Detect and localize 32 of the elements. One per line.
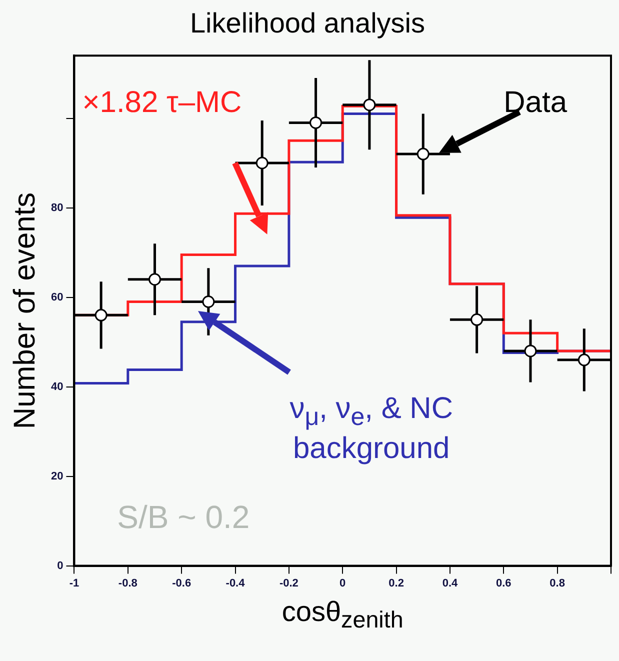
y-axis-title: Number of events bbox=[8, 192, 42, 430]
x-tick-label: -1 bbox=[69, 577, 80, 590]
x-tick-label: -0.2 bbox=[279, 577, 298, 590]
x-tick-label: 0.6 bbox=[496, 577, 512, 590]
point bbox=[363, 98, 376, 112]
x-axis-title: cosθ$_{zenith}$ bbox=[282, 596, 404, 634]
y-tick-label: 40 bbox=[50, 380, 64, 393]
y-tick-label: 20 bbox=[50, 470, 64, 482]
x-tick-label: -0.6 bbox=[172, 577, 192, 590]
x-tick-label: 0.4 bbox=[442, 577, 458, 590]
point bbox=[578, 354, 590, 366]
point bbox=[416, 148, 430, 160]
point bbox=[524, 344, 537, 358]
y-tick-label: 80 bbox=[50, 202, 64, 214]
x-tick-label: -0.8 bbox=[118, 577, 138, 590]
point bbox=[202, 296, 215, 308]
text: Data bbox=[504, 86, 568, 120]
annotation: S/B ~ 0.2 bbox=[117, 499, 250, 536]
text: ν$_{μ}$, ν$_{e}$, & NC background bbox=[288, 392, 454, 465]
chart-title: Likelihood analysis bbox=[190, 8, 426, 39]
point bbox=[256, 156, 268, 170]
x-tick-label: 0.2 bbox=[388, 577, 404, 590]
x-tick-label: 0.8 bbox=[550, 577, 565, 590]
y-tick-label: 60 bbox=[50, 291, 64, 304]
y-tick-label: 0 bbox=[57, 560, 64, 572]
point bbox=[310, 116, 322, 129]
point bbox=[148, 273, 161, 286]
x-tick-label: -0.4 bbox=[226, 577, 246, 590]
point bbox=[94, 308, 108, 322]
series-label: ×1.82 τ–MC bbox=[82, 86, 242, 120]
point bbox=[470, 313, 484, 326]
x-tick-label: 0 bbox=[340, 577, 346, 590]
